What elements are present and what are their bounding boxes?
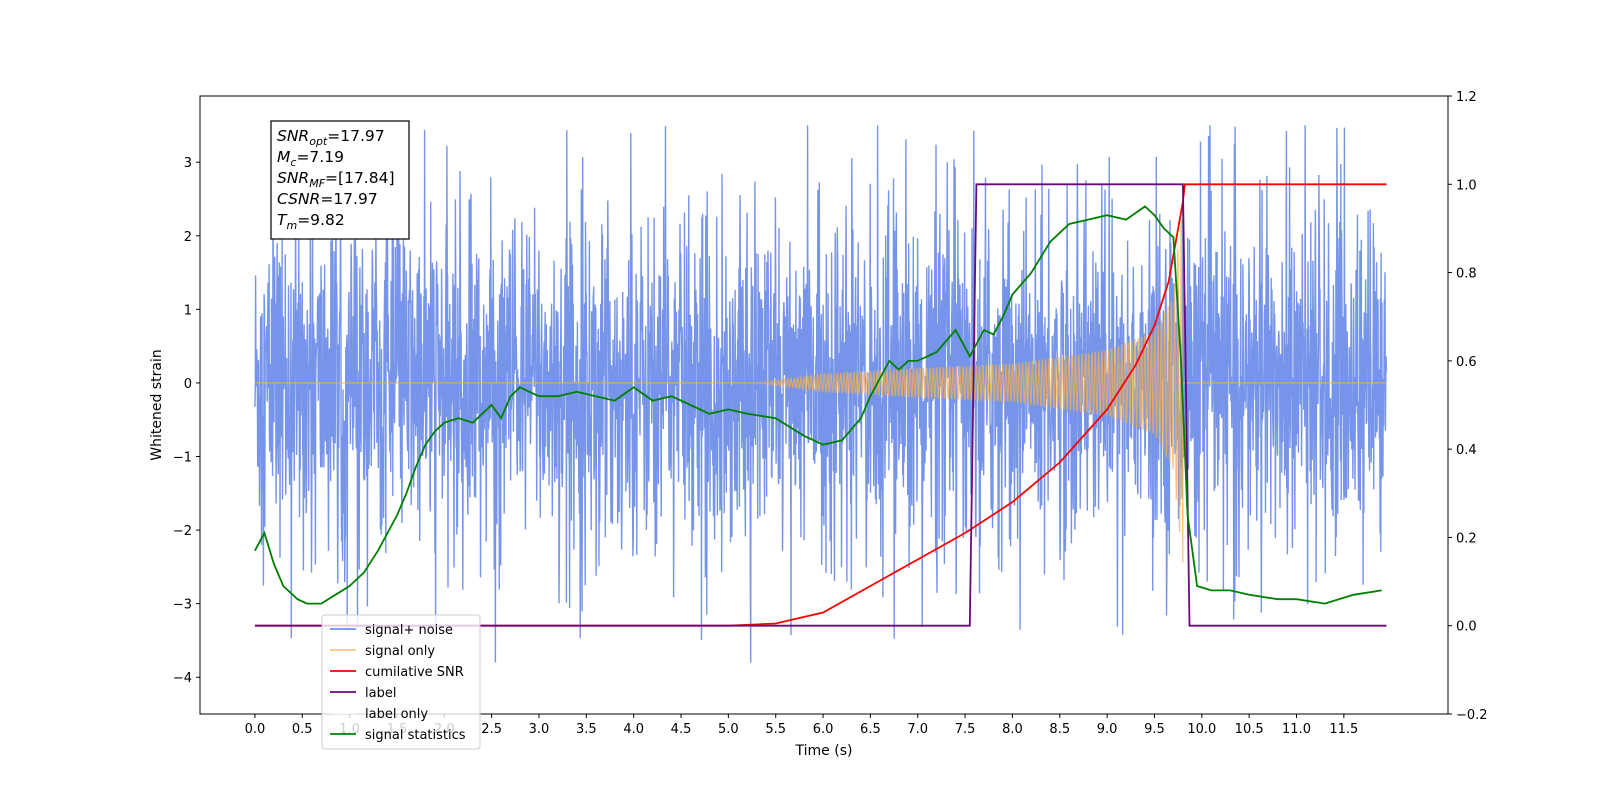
y-tick-label-right: 0.6	[1456, 355, 1477, 370]
annotation-line: SNRMF=[17.84]	[277, 169, 395, 190]
y-axis-label: Whitened strain	[149, 349, 165, 460]
annotation-line: Mc=7.19	[277, 148, 344, 169]
plot-frame	[199, 95, 1449, 715]
x-axis: 0.00.51.01.52.02.53.03.54.04.55.05.56.06…	[245, 714, 1358, 737]
legend: signal+ noise signal only cumilative SNR la…	[321, 614, 481, 750]
y-tick-label-right: −0.2	[1456, 708, 1488, 723]
left-y-axis: −4 −3 −2 −1 0 1 2 3	[173, 156, 200, 686]
x-tick-label: 7.0	[907, 722, 928, 737]
legend-label: signal statistics	[365, 728, 466, 743]
x-tick-label: 11.5	[1329, 722, 1358, 737]
annotation-box: SNRopt=17.97Mc=7.19SNRMF=[17.84]CSNR=17.…	[270, 120, 410, 240]
x-tick-label: 0.5	[292, 722, 313, 737]
series-signal-statistics	[254, 205, 1382, 605]
x-tick-label: 6.0	[813, 722, 834, 737]
legend-label: signal+ noise	[365, 623, 453, 638]
x-tick-label: 10.0	[1187, 722, 1216, 737]
y-tick-label-left: 1	[184, 303, 192, 318]
series-layer	[254, 125, 1388, 663]
right-y-axis: −0.2 0.0 0.2 0.4 0.6 0.8 1.0 1.2	[1448, 90, 1488, 723]
x-tick-label: 0.0	[245, 722, 266, 737]
y-tick-label-right: 0.0	[1456, 620, 1477, 635]
series-label	[254, 183, 1387, 627]
y-tick-label-right: 1.2	[1456, 90, 1477, 105]
y-tick-label-left: 0	[184, 377, 192, 392]
legend-frame	[321, 614, 481, 750]
series-signal-only	[254, 220, 1387, 563]
x-tick-label: 3.0	[529, 722, 550, 737]
series-cumulative-snr	[254, 183, 1387, 627]
x-axis-label: Time (s)	[795, 743, 853, 759]
y-tick-label-left: −2	[173, 524, 192, 539]
y-tick-label-left: −4	[173, 671, 192, 686]
x-tick-label: 8.5	[1049, 722, 1070, 737]
y-tick-label-right: 0.4	[1456, 443, 1477, 458]
x-tick-label: 9.5	[1144, 722, 1165, 737]
x-tick-label: 4.5	[671, 722, 692, 737]
x-tick-label: 5.5	[765, 722, 786, 737]
y-tick-label-right: 1.0	[1456, 178, 1477, 193]
annotation-line: Tm=9.82	[277, 211, 345, 232]
legend-label: label only	[365, 707, 428, 722]
y-tick-label-left: 3	[184, 156, 192, 171]
x-tick-label: 8.0	[1002, 722, 1023, 737]
x-tick-label: 11.0	[1282, 722, 1311, 737]
x-tick-label: 9.0	[1097, 722, 1118, 737]
legend-label: label	[365, 686, 396, 701]
y-tick-label-left: 2	[184, 230, 192, 245]
x-tick-label: 6.5	[860, 722, 881, 737]
legend-label: signal only	[365, 644, 435, 659]
y-tick-label-right: 0.2	[1456, 531, 1477, 546]
series-signal-noise	[254, 125, 1388, 663]
x-tick-label: 4.0	[623, 722, 644, 737]
legend-label: cumilative SNR	[365, 665, 464, 680]
x-tick-label: 5.0	[718, 722, 739, 737]
annotation-line: CSNR=17.97	[277, 190, 378, 208]
y-tick-label-left: −1	[173, 451, 192, 466]
annotation-line: SNRopt=17.97	[277, 127, 385, 148]
x-tick-label: 2.5	[481, 722, 502, 737]
x-tick-label: 3.5	[576, 722, 597, 737]
y-tick-label-left: −3	[173, 598, 192, 613]
y-tick-label-right: 0.8	[1456, 267, 1477, 282]
x-tick-label: 10.5	[1235, 722, 1264, 737]
x-tick-label: 7.5	[955, 722, 976, 737]
